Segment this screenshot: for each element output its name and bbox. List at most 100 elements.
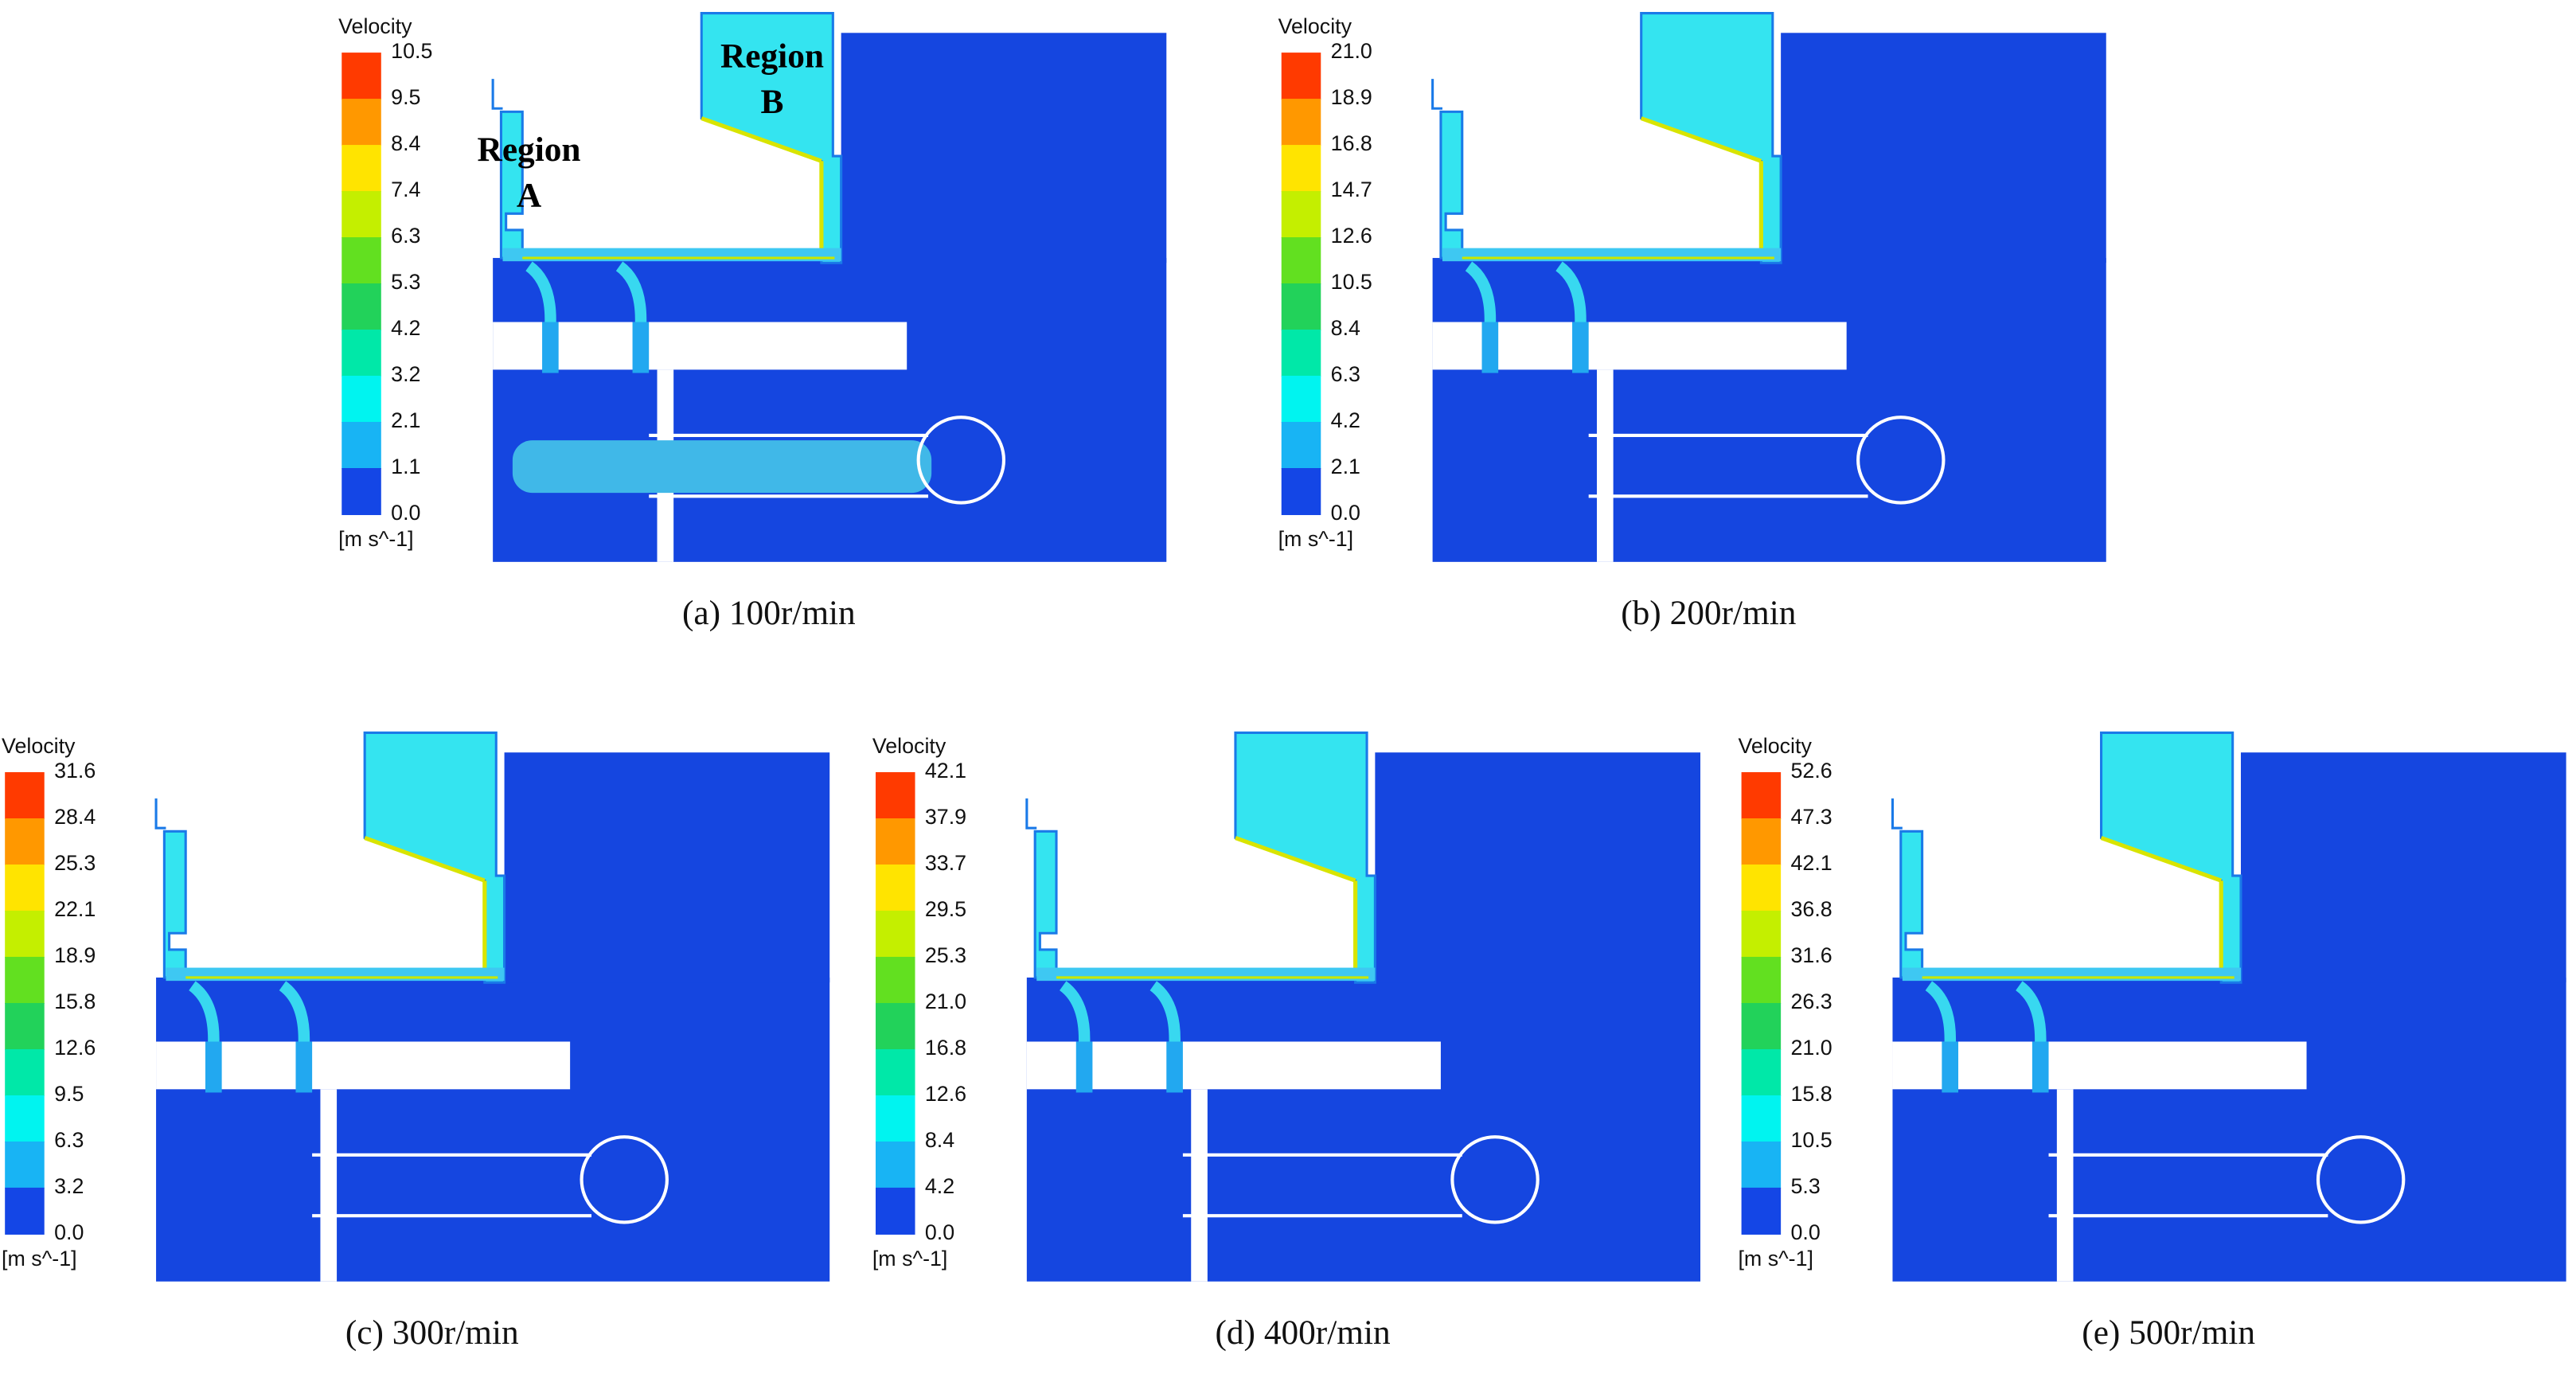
legend-tick-label: 3.2: [391, 362, 420, 386]
legend-swatch: [5, 818, 45, 866]
legend-swatch: [1741, 956, 1782, 1004]
fluid-lower: [1026, 977, 1701, 1282]
legend-tick-label: 25.3: [54, 851, 96, 875]
pipe: [1075, 1041, 1093, 1093]
solid-slot: [1892, 1041, 2307, 1090]
flow-band: [512, 440, 932, 494]
legend-tick-label: 2.1: [391, 408, 420, 432]
legend-tick-label: 7.4: [391, 178, 420, 201]
caption: (c) 300r/min: [345, 1313, 519, 1352]
legend-title: Velocity: [1278, 14, 1352, 38]
legend-swatch: [5, 956, 45, 1004]
fluid-lower: [156, 977, 830, 1282]
pipe: [205, 1041, 222, 1093]
legend-tick-label: 0.0: [54, 1220, 84, 1244]
tube-wall: [649, 433, 929, 498]
legend-swatch: [5, 1141, 45, 1189]
region-label: Region: [478, 131, 581, 169]
pipe: [1166, 1041, 1183, 1093]
legend-tick-label: 4.2: [391, 316, 420, 340]
fluid-lower: [1432, 258, 2106, 562]
legend-tick-label: 52.6: [1791, 759, 1832, 783]
legend-tick-label: 15.8: [54, 990, 96, 1013]
legend-unit: [m s^-1]: [338, 527, 414, 551]
legend-tick-label: 4.2: [925, 1174, 954, 1198]
legend-tick-label: 22.1: [54, 897, 96, 921]
legend-swatch: [1281, 53, 1321, 100]
legend-swatch: [875, 956, 915, 1004]
fluid-right: [841, 33, 1167, 263]
region-a: [1899, 829, 1924, 979]
legend-swatch: [875, 910, 915, 958]
gap-band: [1442, 248, 1782, 262]
stub: [491, 79, 503, 110]
legend-swatch: [342, 99, 381, 146]
legend-tick-label: 29.5: [925, 897, 966, 921]
solid-slot: [1191, 1089, 1208, 1282]
legend-tick-label: 26.3: [1791, 990, 1832, 1013]
legend-tick-label: 5.3: [1791, 1174, 1821, 1198]
legend-title: Velocity: [1738, 734, 1812, 758]
legend-tick-label: 3.2: [54, 1174, 84, 1198]
legend-swatch: [5, 864, 45, 912]
pipe-bend: [525, 261, 556, 326]
legend-tick-label: 12.6: [1331, 224, 1372, 248]
legend-swatch: [1281, 376, 1321, 424]
solid-slot: [2056, 1089, 2074, 1282]
legend-tick-label: 5.3: [391, 270, 420, 294]
tube-ring: [580, 1135, 669, 1224]
pipe-bend: [1059, 981, 1091, 1045]
legend-swatch: [1741, 1002, 1782, 1050]
legend-tick-label: 37.9: [925, 805, 966, 829]
legend-tick-label: 14.7: [1331, 178, 1372, 201]
legend-tick-label: 4.2: [1331, 408, 1360, 432]
legend-tick-label: 16.8: [1331, 131, 1372, 155]
legend-swatch: [5, 1002, 45, 1050]
legend-tick-label: 9.5: [391, 85, 420, 109]
legend-tick-label: 0.0: [391, 501, 420, 525]
pipe-bend: [615, 261, 647, 326]
tube-ring: [916, 416, 1006, 505]
legend-swatch: [1281, 145, 1321, 193]
legend-swatch: [875, 1002, 915, 1050]
tube-wall: [1588, 433, 1868, 498]
solid-slot: [493, 322, 907, 370]
legend-swatch: [342, 422, 381, 470]
legend-tick-label: 0.0: [1331, 501, 1360, 525]
legend-swatch: [1741, 772, 1782, 820]
pipe: [1572, 322, 1589, 373]
tube-wall: [312, 1153, 591, 1218]
gap-band: [166, 967, 505, 982]
legend-tick-label: 6.3: [1331, 362, 1360, 386]
pipe-bend: [188, 981, 220, 1045]
legend-swatch: [1741, 1048, 1782, 1096]
legend-title: Velocity: [2, 734, 76, 758]
gap-band: [1036, 967, 1376, 982]
solid-slot: [156, 1041, 571, 1090]
fluid-right: [504, 752, 830, 983]
fluid-right: [1781, 33, 2106, 263]
legend-swatch: [1741, 864, 1782, 912]
legend-tick-label: 15.8: [1791, 1082, 1832, 1106]
caption: (e) 500r/min: [2082, 1313, 2255, 1352]
legend-tick-label: 42.1: [925, 759, 966, 783]
legend-tick-label: 10.5: [1331, 270, 1372, 294]
wall: [1235, 836, 1356, 883]
legend-tick-label: 8.4: [391, 131, 420, 155]
legend-swatch: [875, 818, 915, 866]
legend-tick-label: 2.1: [1331, 455, 1360, 478]
legend-swatch: [342, 237, 381, 285]
pipe-bend: [279, 981, 310, 1045]
legend-unit: [m s^-1]: [1738, 1247, 1813, 1271]
legend-tick-label: 0.0: [1791, 1220, 1821, 1244]
legend-swatch: [342, 191, 381, 239]
solid-slot: [1596, 369, 1614, 562]
legend-tick-label: 28.4: [54, 805, 96, 829]
legend-swatch: [342, 468, 381, 516]
caption: (d) 400r/min: [1215, 1313, 1391, 1352]
